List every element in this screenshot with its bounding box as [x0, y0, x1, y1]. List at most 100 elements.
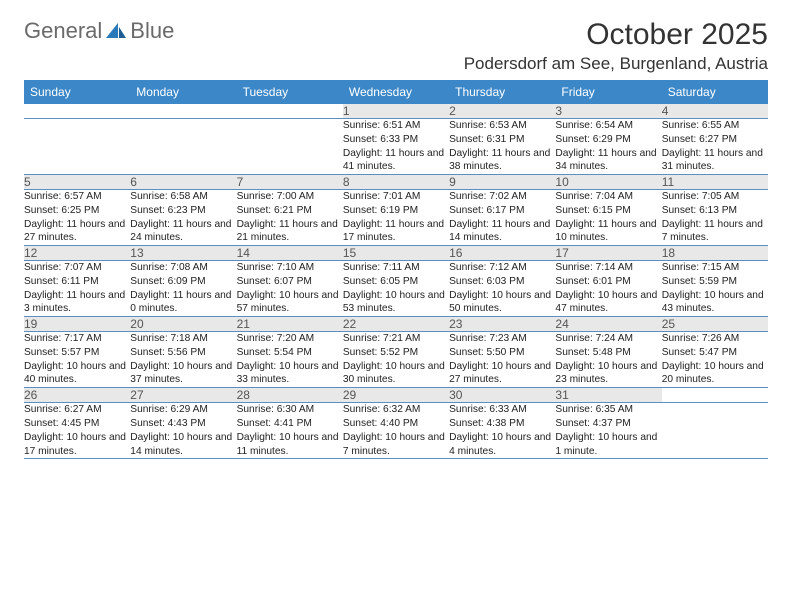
- daylight-line: Daylight: 10 hours and 20 minutes.: [662, 360, 768, 388]
- day-content: Sunrise: 6:54 AMSunset: 6:29 PMDaylight:…: [555, 119, 661, 175]
- logo-text-blue: Blue: [130, 18, 174, 44]
- calendar-column-header: Wednesday: [343, 80, 449, 104]
- daylight-line: Daylight: 10 hours and 40 minutes.: [24, 360, 130, 388]
- day-content: Sunrise: 7:20 AMSunset: 5:54 PMDaylight:…: [237, 332, 343, 388]
- daynum-row: 19202122232425: [24, 317, 768, 332]
- day-number: 1: [343, 104, 449, 119]
- day-number: 17: [555, 246, 661, 261]
- logo-sail-icon: [104, 21, 128, 41]
- calendar-header-row: SundayMondayTuesdayWednesdayThursdayFrid…: [24, 80, 768, 104]
- daylight-line: Daylight: 10 hours and 17 minutes.: [24, 431, 130, 459]
- sunset-line: Sunset: 6:15 PM: [555, 204, 661, 218]
- sunset-line: Sunset: 6:07 PM: [237, 275, 343, 289]
- sunset-line: Sunset: 6:17 PM: [449, 204, 555, 218]
- daylight-line: Daylight: 11 hours and 0 minutes.: [130, 289, 236, 317]
- title-block: October 2025 Podersdorf am See, Burgenla…: [464, 18, 768, 74]
- sunrise-line: Sunrise: 7:21 AM: [343, 332, 449, 346]
- day-number: 5: [24, 175, 130, 190]
- sunset-line: Sunset: 6:13 PM: [662, 204, 768, 218]
- sunset-line: Sunset: 5:59 PM: [662, 275, 768, 289]
- daycontent-row: Sunrise: 7:07 AMSunset: 6:11 PMDaylight:…: [24, 261, 768, 317]
- daylight-line: Daylight: 11 hours and 21 minutes.: [237, 218, 343, 246]
- sunrise-line: Sunrise: 7:20 AM: [237, 332, 343, 346]
- sunset-line: Sunset: 6:27 PM: [662, 133, 768, 147]
- sunrise-line: Sunrise: 7:04 AM: [555, 190, 661, 204]
- daylight-line: Daylight: 10 hours and 7 minutes.: [343, 431, 449, 459]
- sunset-line: Sunset: 6:05 PM: [343, 275, 449, 289]
- day-number: 12: [24, 246, 130, 261]
- sunset-line: Sunset: 5:50 PM: [449, 346, 555, 360]
- sunset-line: Sunset: 4:38 PM: [449, 417, 555, 431]
- sunrise-line: Sunrise: 6:27 AM: [24, 403, 130, 417]
- sunrise-line: Sunrise: 6:58 AM: [130, 190, 236, 204]
- day-number: 9: [449, 175, 555, 190]
- day-content: Sunrise: 6:58 AMSunset: 6:23 PMDaylight:…: [130, 190, 236, 246]
- day-number: 23: [449, 317, 555, 332]
- day-content: Sunrise: 7:08 AMSunset: 6:09 PMDaylight:…: [130, 261, 236, 317]
- daycontent-row: Sunrise: 6:51 AMSunset: 6:33 PMDaylight:…: [24, 119, 768, 175]
- daycontent-row: Sunrise: 6:57 AMSunset: 6:25 PMDaylight:…: [24, 190, 768, 246]
- calendar-column-header: Thursday: [449, 80, 555, 104]
- day-number: [662, 388, 768, 403]
- day-content: Sunrise: 7:10 AMSunset: 6:07 PMDaylight:…: [237, 261, 343, 317]
- sunset-line: Sunset: 6:23 PM: [130, 204, 236, 218]
- sunset-line: Sunset: 6:25 PM: [24, 204, 130, 218]
- daycontent-row: Sunrise: 7:17 AMSunset: 5:57 PMDaylight:…: [24, 332, 768, 388]
- sunrise-line: Sunrise: 6:29 AM: [130, 403, 236, 417]
- daylight-line: Daylight: 11 hours and 14 minutes.: [449, 218, 555, 246]
- day-content: Sunrise: 7:15 AMSunset: 5:59 PMDaylight:…: [662, 261, 768, 317]
- day-number: 8: [343, 175, 449, 190]
- sunset-line: Sunset: 5:48 PM: [555, 346, 661, 360]
- day-content: Sunrise: 6:35 AMSunset: 4:37 PMDaylight:…: [555, 403, 661, 459]
- sunrise-line: Sunrise: 6:53 AM: [449, 119, 555, 133]
- sunrise-line: Sunrise: 7:14 AM: [555, 261, 661, 275]
- sunrise-line: Sunrise: 7:26 AM: [662, 332, 768, 346]
- day-content: Sunrise: 7:24 AMSunset: 5:48 PMDaylight:…: [555, 332, 661, 388]
- day-number: 3: [555, 104, 661, 119]
- day-number: 31: [555, 388, 661, 403]
- sunrise-line: Sunrise: 7:11 AM: [343, 261, 449, 275]
- daylight-line: Daylight: 10 hours and 50 minutes.: [449, 289, 555, 317]
- sunset-line: Sunset: 4:45 PM: [24, 417, 130, 431]
- day-number: [24, 104, 130, 119]
- day-content: Sunrise: 7:07 AMSunset: 6:11 PMDaylight:…: [24, 261, 130, 317]
- sunrise-line: Sunrise: 7:12 AM: [449, 261, 555, 275]
- sunrise-line: Sunrise: 7:05 AM: [662, 190, 768, 204]
- day-number: 15: [343, 246, 449, 261]
- day-content: Sunrise: 6:27 AMSunset: 4:45 PMDaylight:…: [24, 403, 130, 459]
- daylight-line: Daylight: 11 hours and 38 minutes.: [449, 147, 555, 175]
- day-content: Sunrise: 7:04 AMSunset: 6:15 PMDaylight:…: [555, 190, 661, 246]
- sunset-line: Sunset: 5:52 PM: [343, 346, 449, 360]
- daylight-line: Daylight: 10 hours and 27 minutes.: [449, 360, 555, 388]
- day-content: Sunrise: 7:17 AMSunset: 5:57 PMDaylight:…: [24, 332, 130, 388]
- calendar-column-header: Saturday: [662, 80, 768, 104]
- sunrise-line: Sunrise: 6:55 AM: [662, 119, 768, 133]
- sunrise-line: Sunrise: 6:54 AM: [555, 119, 661, 133]
- day-content: Sunrise: 7:05 AMSunset: 6:13 PMDaylight:…: [662, 190, 768, 246]
- sunrise-line: Sunrise: 6:32 AM: [343, 403, 449, 417]
- sunrise-line: Sunrise: 6:33 AM: [449, 403, 555, 417]
- daycontent-row: Sunrise: 6:27 AMSunset: 4:45 PMDaylight:…: [24, 403, 768, 459]
- day-number: 28: [237, 388, 343, 403]
- day-number: 10: [555, 175, 661, 190]
- day-content: Sunrise: 7:02 AMSunset: 6:17 PMDaylight:…: [449, 190, 555, 246]
- sunrise-line: Sunrise: 7:01 AM: [343, 190, 449, 204]
- day-content: Sunrise: 7:18 AMSunset: 5:56 PMDaylight:…: [130, 332, 236, 388]
- sunrise-line: Sunrise: 7:02 AM: [449, 190, 555, 204]
- day-number: 6: [130, 175, 236, 190]
- daylight-line: Daylight: 10 hours and 14 minutes.: [130, 431, 236, 459]
- daylight-line: Daylight: 10 hours and 23 minutes.: [555, 360, 661, 388]
- calendar-body: 1234Sunrise: 6:51 AMSunset: 6:33 PMDayli…: [24, 104, 768, 459]
- sunset-line: Sunset: 4:40 PM: [343, 417, 449, 431]
- day-number: 2: [449, 104, 555, 119]
- calendar-table: SundayMondayTuesdayWednesdayThursdayFrid…: [24, 80, 768, 459]
- day-number: [237, 104, 343, 119]
- calendar-column-header: Tuesday: [237, 80, 343, 104]
- calendar-column-header: Friday: [555, 80, 661, 104]
- day-content: Sunrise: 7:01 AMSunset: 6:19 PMDaylight:…: [343, 190, 449, 246]
- daylight-line: Daylight: 11 hours and 17 minutes.: [343, 218, 449, 246]
- sunrise-line: Sunrise: 7:17 AM: [24, 332, 130, 346]
- sunset-line: Sunset: 6:33 PM: [343, 133, 449, 147]
- day-number: 16: [449, 246, 555, 261]
- sunset-line: Sunset: 5:57 PM: [24, 346, 130, 360]
